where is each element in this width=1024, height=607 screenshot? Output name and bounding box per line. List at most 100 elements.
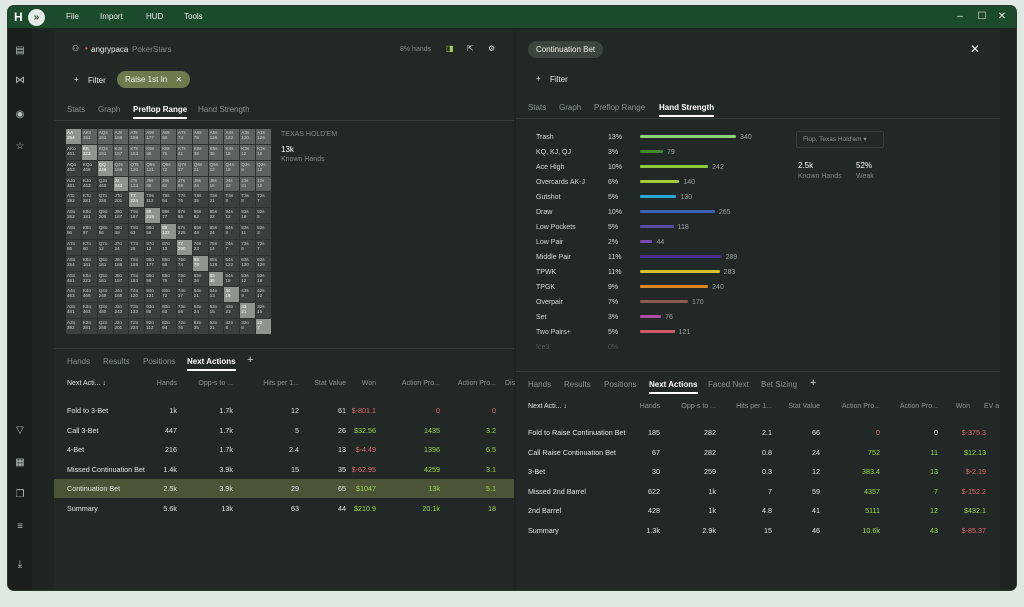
range-cell[interactable]: J6o 168 — [113, 255, 129, 271]
hand-strength-row[interactable]: Trash 13% 340 — [536, 130, 786, 145]
range-cell[interactable]: 84o 72 — [161, 287, 176, 303]
table-row[interactable]: Summary 1.3k 2.9k 15 46 10.6k 43 $-85.37 — [516, 521, 1000, 540]
filter-icon[interactable]: ▽ — [16, 425, 24, 436]
range-cell[interactable]: 43s 9 — [240, 287, 256, 303]
range-cell[interactable]: 54s 15 — [224, 271, 240, 287]
range-cell[interactable]: KTs 153 — [129, 144, 145, 160]
range-cell[interactable]: 86s 49 — [192, 224, 208, 239]
range-cell[interactable]: J2o 201 — [113, 319, 129, 334]
range-cell[interactable]: J2s 15 — [256, 176, 271, 192]
range-cell[interactable]: 63o 24 — [192, 303, 208, 319]
range-cell[interactable]: 74o 37 — [176, 287, 192, 303]
tab-faced-next[interactable]: Faced Next — [708, 380, 749, 389]
range-cell[interactable]: Q3s 9 — [240, 160, 256, 176]
range-cell[interactable]: 99 219 — [145, 208, 161, 224]
range-cell[interactable]: JJ 243 — [113, 176, 129, 192]
range-cell[interactable]: 22 7 — [256, 319, 271, 334]
range-cell[interactable]: 95o 96 — [145, 271, 161, 287]
tab-graph[interactable]: Graph — [559, 103, 582, 112]
range-cell[interactable]: J6s 24 — [192, 176, 208, 192]
range-cell[interactable]: 54o 13 — [208, 287, 224, 303]
range-cell[interactable]: J5o 157 — [113, 271, 129, 287]
hand-strength-row[interactable]: Overpair 7% 170 — [536, 295, 786, 310]
filter-plus-icon[interactable]: + — [536, 74, 541, 83]
table-row[interactable]: Call 3-Bet 447 1.7k 5 26 $32.56 1435 3.2 — [54, 421, 514, 440]
range-cell[interactable]: J7o 24 — [113, 239, 129, 255]
range-cell[interactable]: K5o 223 — [81, 271, 97, 287]
range-cell[interactable]: K2o 281 — [81, 319, 97, 334]
range-cell[interactable]: QJs 168 — [113, 160, 129, 176]
range-cell[interactable]: 88 122 — [161, 224, 176, 239]
minimize-icon[interactable]: – — [957, 11, 963, 22]
live-icon[interactable]: ◉ — [15, 109, 25, 120]
range-cell[interactable]: 96s 62 — [192, 208, 208, 224]
tab-bet-sizing[interactable]: Bet Sizing — [761, 380, 798, 389]
range-cell[interactable]: 85o 75 — [161, 271, 176, 287]
hand-strength-row[interactable]: TPWK 11% 283 — [536, 265, 786, 280]
range-cell[interactable]: 63s 130 — [240, 255, 256, 271]
range-cell[interactable]: JTs 133 — [129, 176, 145, 192]
range-cell[interactable]: K4s 15 — [224, 144, 240, 160]
range-cell[interactable]: T4s 8 — [224, 192, 240, 208]
tab-results[interactable]: Results — [103, 357, 130, 366]
share-icon[interactable]: ⋈ — [15, 75, 25, 86]
range-cell[interactable]: ATo 392 — [66, 192, 81, 208]
range-cell[interactable]: Q7o 12 — [97, 239, 113, 255]
range-cell[interactable]: 64s 122 — [224, 255, 240, 271]
range-cell[interactable]: KQs 161 — [97, 144, 113, 160]
range-cell[interactable]: 52s 16 — [256, 271, 271, 287]
range-cell[interactable]: T6s 35 — [192, 192, 208, 208]
hand-strength-row[interactable]: Set 3% 76 — [536, 310, 786, 325]
range-cell[interactable]: QJo 460 — [97, 176, 113, 192]
table-row[interactable]: 2nd Barrel 428 1k 4.8 41 5111 12 $432.1 — [516, 501, 1000, 520]
range-cell[interactable]: K8o 97 — [81, 224, 97, 239]
range-cell[interactable]: KTo 281 — [81, 192, 97, 208]
range-cell[interactable]: Q6s 21 — [192, 160, 208, 176]
range-cell[interactable]: A6o 254 — [66, 255, 81, 271]
range-cell[interactable]: T4o 120 — [129, 287, 145, 303]
range-cell[interactable]: 96o 177 — [145, 255, 161, 271]
export-icon[interactable]: ⇱ — [467, 44, 474, 53]
continuation-bet-chip[interactable]: Continuation Bet — [528, 41, 604, 58]
col-stat-value[interactable]: Stat Value — [314, 380, 346, 387]
range-cell[interactable]: 97o 12 — [145, 239, 161, 255]
range-cell[interactable]: KQo 466 — [81, 160, 97, 176]
game-dropdown[interactable]: Flop, Texas Hold'em ▾ — [796, 131, 884, 148]
range-cell[interactable]: 84s 8 — [224, 224, 240, 239]
range-cell[interactable]: K9o 181 — [81, 208, 97, 224]
range-cell[interactable]: 64o 21 — [192, 287, 208, 303]
range-cell[interactable]: Q2o 256 — [97, 319, 113, 334]
layout-icon[interactable]: ▦ — [15, 457, 25, 468]
menu-import[interactable]: Import — [100, 12, 123, 21]
range-cell[interactable]: 82s 3 — [256, 224, 271, 239]
close-panel-icon[interactable]: ✕ — [970, 42, 981, 56]
range-cell[interactable]: T2s 7 — [256, 192, 271, 208]
hand-strength-row[interactable]: Low Pockets 5% 118 — [536, 220, 786, 235]
range-cell[interactable]: QTs 120 — [129, 160, 145, 176]
range-cell[interactable]: Q5o 161 — [97, 271, 113, 287]
copy-icon[interactable]: ❐ — [15, 489, 25, 500]
range-cell[interactable]: Q5s 13 — [208, 160, 224, 176]
range-cell[interactable]: AQo 463 — [66, 160, 81, 176]
tab-preflop-range[interactable]: Preflop Range — [133, 105, 188, 119]
range-cell[interactable]: K4o 466 — [81, 287, 97, 303]
hand-strength-row[interactable]: Ice3 0% — [536, 340, 786, 355]
tab-stats[interactable]: Stats — [67, 105, 86, 114]
range-cell[interactable]: 93s 18 — [240, 208, 256, 224]
col-hands[interactable]: Hands — [156, 380, 177, 387]
tab-next-actions[interactable]: Next Actions — [187, 357, 236, 371]
star-icon[interactable]: ☆ — [15, 141, 25, 152]
range-cell[interactable]: KK 223 — [81, 144, 97, 160]
range-cell[interactable]: 92s 5 — [256, 208, 271, 224]
hand-strength-row[interactable]: TPGK 9% 240 — [536, 280, 786, 295]
range-cell[interactable]: AJs 168 — [113, 129, 129, 144]
range-cell[interactable]: J4o 168 — [113, 287, 129, 303]
range-cell[interactable]: T8s 94 — [161, 192, 176, 208]
range-cell[interactable]: 75o 41 — [176, 271, 192, 287]
hand-strength-row[interactable]: KQ, KJ, QJ 3% 79 — [536, 145, 786, 160]
range-cell[interactable]: A8o 96 — [66, 224, 81, 239]
range-cell[interactable]: 94s 12 — [224, 208, 240, 224]
range-cell[interactable]: 65o 36 — [192, 271, 208, 287]
range-cell[interactable]: T9s 112 — [145, 192, 161, 208]
filter-button[interactable]: Filter — [88, 76, 106, 85]
